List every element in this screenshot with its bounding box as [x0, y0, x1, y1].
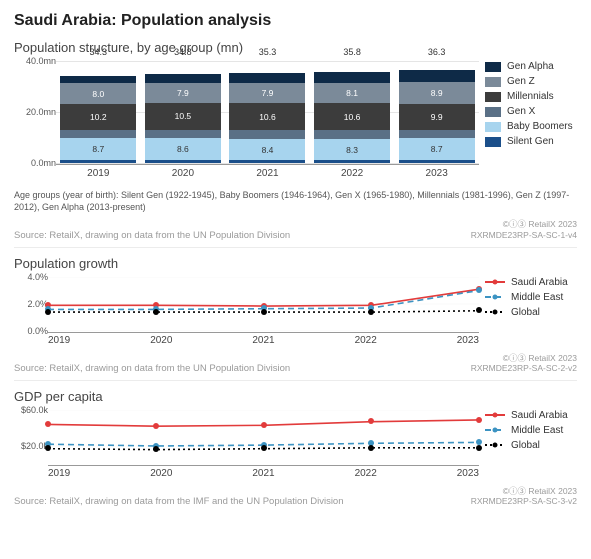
bar-segment-alpha	[229, 73, 305, 83]
legend-item-genz: Gen Z	[485, 76, 577, 87]
bar-segment-alpha	[399, 70, 475, 81]
panel1-source: Source: RetailX, drawing on data from th…	[14, 230, 290, 241]
bar-segment-silent	[60, 160, 136, 163]
legend-item-me: Middle East	[485, 292, 577, 303]
stacked-bar-chart: 0.0mn20.0mn40.0mn 34.38.710.28.034.88.61…	[14, 61, 479, 181]
bar-segment-boomers: 8.7	[399, 138, 475, 160]
legend-item-sa: Saudi Arabia	[485, 410, 577, 421]
legend-item-genx: Gen X	[485, 106, 577, 117]
bar-column: 34.88.610.57.9	[145, 61, 221, 163]
bar-segment-boomers: 8.3	[314, 139, 390, 160]
panel3-title: GDP per capita	[14, 389, 577, 404]
legend-item-silent: Silent Gen	[485, 136, 577, 147]
bar-segment-millennials: 10.5	[145, 103, 221, 130]
bar-segment-genx	[229, 130, 305, 138]
panel1-attrib: ©ⓘ③ RetailX 2023 RXRMDE23RP-SA-SC-1-v4	[471, 219, 577, 240]
bar-segment-genx	[60, 130, 136, 138]
stacked-legend: Gen Alpha Gen Z Millennials Gen X Baby Boome…	[479, 61, 577, 151]
panel-gdp-per-capita: GDP per capita $20.0k $60.0k 2019 2020 2021…	[14, 389, 577, 507]
panel3-attrib: ©ⓘ③ RetailX 2023 RXRMDE23RP-SA-SC-3-v2	[471, 486, 577, 507]
bar-segment-genz: 8.1	[314, 83, 390, 104]
x-tick-label: 2021	[252, 333, 274, 347]
bar-column: 35.88.310.68.1	[314, 61, 390, 163]
bar-segment-silent	[399, 160, 475, 163]
page-title: Saudi Arabia: Population analysis	[14, 12, 577, 30]
x-tick-label: 2022	[355, 333, 377, 347]
legend-item-gl: Global	[485, 440, 577, 451]
y-tick-label: 4.0%	[27, 272, 48, 282]
x-tick-label: 2020	[172, 165, 194, 181]
y-tick-label: 40.0mn	[26, 56, 56, 66]
bar-segment-alpha	[314, 72, 390, 83]
panel-population-growth: Population growth 0.0%2.0%4.0% 201920202…	[14, 256, 577, 374]
x-tick-label: 2022	[341, 165, 363, 181]
x-tick-label: 2021	[252, 466, 274, 480]
x-tick-label: 2023	[426, 165, 448, 181]
bar-segment-millennials: 10.6	[314, 103, 390, 130]
legend-item-alpha: Gen Alpha	[485, 61, 577, 72]
panel2-title: Population growth	[14, 256, 577, 271]
panel3-source: Source: RetailX, drawing on data from th…	[14, 496, 344, 507]
bar-segment-millennials: 10.6	[229, 103, 305, 130]
bar-segment-boomers: 8.6	[145, 138, 221, 160]
age-groups-footnote: Age groups (year of birth): Silent Gen (…	[14, 189, 577, 213]
bar-segment-alpha	[145, 74, 221, 83]
x-tick-label: 2022	[355, 466, 377, 480]
x-tick-label: 2019	[87, 165, 109, 181]
divider	[14, 380, 577, 381]
bar-segment-silent	[145, 160, 221, 163]
x-tick-label: 2019	[48, 333, 70, 347]
bar-segment-genz: 8.9	[399, 82, 475, 105]
bar-segment-genx	[399, 130, 475, 138]
bar-segment-genx	[145, 130, 221, 138]
y-tick-label: $20.0k	[21, 441, 48, 451]
legend-item-me: Middle East	[485, 425, 577, 436]
bar-segment-silent	[229, 160, 305, 163]
panel-population-structure: Population structure, by age group (mn) …	[14, 40, 577, 241]
panel2-attrib: ©ⓘ③ RetailX 2023 RXRMDE23RP-SA-SC-2-v2	[471, 353, 577, 374]
x-tick-label: 2020	[150, 466, 172, 480]
y-tick-label: 0.0%	[27, 326, 48, 336]
bar-total-label: 36.3	[399, 47, 475, 57]
bar-segment-genz: 7.9	[229, 83, 305, 103]
bar-column: 35.38.410.67.9	[229, 61, 305, 163]
bar-total-label: 34.8	[145, 47, 221, 57]
legend-item-millennials: Millennials	[485, 91, 577, 102]
x-tick-label: 2023	[457, 466, 479, 480]
y-tick-label: 0.0mn	[31, 158, 56, 168]
bar-segment-alpha	[60, 76, 136, 84]
bar-column: 36.38.79.98.9	[399, 61, 475, 163]
bar-total-label: 34.3	[60, 47, 136, 57]
divider	[14, 247, 577, 248]
bar-segment-boomers: 8.7	[60, 138, 136, 160]
panel2-source: Source: RetailX, drawing on data from th…	[14, 363, 290, 374]
gdp-legend: Saudi Arabia Middle East Global	[479, 410, 577, 455]
bar-segment-genx	[314, 130, 390, 139]
bar-segment-genz: 8.0	[60, 83, 136, 103]
y-tick-label: $60.0k	[21, 405, 48, 415]
y-tick-label: 20.0mn	[26, 107, 56, 117]
legend-item-boomers: Baby Boomers	[485, 121, 577, 132]
bar-column: 34.38.710.28.0	[60, 61, 136, 163]
x-tick-label: 2019	[48, 466, 70, 480]
growth-line-chart: 0.0%2.0%4.0% 20192020202120222023	[14, 277, 479, 347]
gdp-line-chart: $20.0k$60.0k 20192020202120222023	[14, 410, 479, 480]
bar-segment-millennials: 9.9	[399, 104, 475, 129]
bar-segment-silent	[314, 160, 390, 163]
bar-total-label: 35.8	[314, 47, 390, 57]
bar-total-label: 35.3	[229, 47, 305, 57]
legend-item-gl: Global	[485, 307, 577, 318]
bar-segment-genz: 7.9	[145, 83, 221, 103]
bar-segment-boomers: 8.4	[229, 139, 305, 160]
legend-item-sa: Saudi Arabia	[485, 277, 577, 288]
x-tick-label: 2021	[256, 165, 278, 181]
x-tick-label: 2020	[150, 333, 172, 347]
bar-segment-millennials: 10.2	[60, 104, 136, 130]
x-tick-label: 2023	[457, 333, 479, 347]
growth-legend: Saudi Arabia Middle East Global	[479, 277, 577, 322]
